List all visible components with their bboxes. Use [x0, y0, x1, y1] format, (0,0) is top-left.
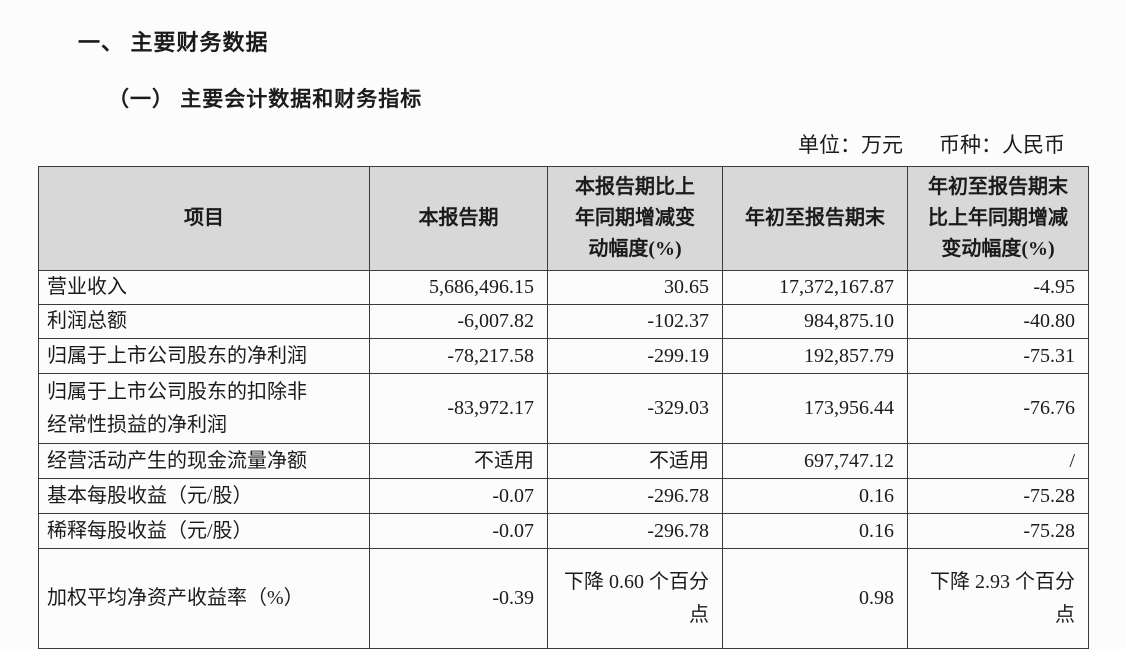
- year-to-date-cell: 173,956.44: [722, 373, 908, 444]
- current-period-cell: -0.39: [369, 548, 548, 649]
- header-row: 项目 本报告期 本报告期比上年同期增减变动幅度(%) 年初至报告期末 年初至报告…: [38, 166, 1089, 271]
- table-row-operating-cash-flow: 经营活动产生的现金流量净额 不适用 不适用 697,747.12 /: [38, 443, 1089, 479]
- current-period-cell: -83,972.17: [369, 373, 548, 444]
- year-to-date-cell: 0.98: [722, 548, 908, 649]
- currency-note: 币种：人民币: [939, 133, 1065, 157]
- current-period-cell: -78,217.58: [369, 338, 548, 374]
- table-row-total-profit: 利润总额 -6,007.82 -102.37 984,875.10 -40.80: [38, 304, 1089, 339]
- header-year-to-date-change: 年初至报告期末比上年同期增减变动幅度(%): [907, 166, 1089, 271]
- current-period-cell: 5,686,496.15: [369, 270, 548, 305]
- unit-note: 单位：万元: [798, 133, 903, 157]
- current-period-cell: -0.07: [369, 513, 548, 549]
- unit-currency-line: 单位：万元 币种：人民币: [0, 133, 1065, 157]
- year-to-date-cell: 192,857.79: [722, 338, 908, 374]
- current-period-change-cell: 30.65: [547, 270, 723, 305]
- current-period-change-cell: -296.78: [547, 478, 723, 514]
- item-cell: 归属于上市公司股东的扣除非经常性损益的净利润: [38, 373, 370, 444]
- subsection-title: （一） 主要会计数据和财务指标: [108, 87, 423, 111]
- year-to-date-cell: 697,747.12: [722, 443, 908, 479]
- item-cell: 加权平均净资产收益率（%）: [38, 548, 370, 649]
- table-row-net-profit-excl-nonrecurring: 归属于上市公司股东的扣除非经常性损益的净利润 -83,972.17 -329.0…: [38, 373, 1089, 444]
- year-to-date-change-cell: 下降 2.93 个百分点: [907, 548, 1089, 649]
- current-period-change-cell: -299.19: [547, 338, 723, 374]
- current-period-change-cell: -329.03: [547, 373, 723, 444]
- current-period-change-cell: 下降 0.60 个百分点: [547, 548, 723, 649]
- year-to-date-change-cell: -4.95: [907, 270, 1089, 305]
- year-to-date-change-cell: /: [907, 443, 1089, 479]
- financial-indicators-table: 项目 本报告期 本报告期比上年同期增减变动幅度(%) 年初至报告期末 年初至报告…: [38, 166, 1089, 649]
- year-to-date-cell: 984,875.10: [722, 304, 908, 339]
- year-to-date-cell: 0.16: [722, 513, 908, 549]
- current-period-change-cell: -296.78: [547, 513, 723, 549]
- header-year-to-date: 年初至报告期末: [722, 166, 908, 271]
- table-row-weighted-avg-roe: 加权平均净资产收益率（%） -0.39 下降 0.60 个百分点 0.98 下降…: [38, 548, 1089, 649]
- table-row-operating-revenue: 营业收入 5,686,496.15 30.65 17,372,167.87 -4…: [38, 270, 1089, 305]
- year-to-date-change-cell: -40.80: [907, 304, 1089, 339]
- current-period-cell: -0.07: [369, 478, 548, 514]
- year-to-date-cell: 17,372,167.87: [722, 270, 908, 305]
- item-cell: 归属于上市公司股东的净利润: [38, 338, 370, 374]
- current-period-change-cell: 不适用: [547, 443, 723, 479]
- item-cell: 基本每股收益（元/股）: [38, 478, 370, 514]
- year-to-date-change-cell: -76.76: [907, 373, 1089, 444]
- item-cell: 营业收入: [38, 270, 370, 305]
- item-cell: 稀释每股收益（元/股）: [38, 513, 370, 549]
- header-current-period-change: 本报告期比上年同期增减变动幅度(%): [547, 166, 723, 271]
- table-row-net-profit-attributable: 归属于上市公司股东的净利润 -78,217.58 -299.19 192,857…: [38, 338, 1089, 374]
- year-to-date-change-cell: -75.28: [907, 513, 1089, 549]
- current-period-cell: -6,007.82: [369, 304, 548, 339]
- table-row-diluted-eps: 稀释每股收益（元/股） -0.07 -296.78 0.16 -75.28: [38, 513, 1089, 549]
- current-period-change-cell: -102.37: [547, 304, 723, 339]
- year-to-date-change-cell: -75.31: [907, 338, 1089, 374]
- year-to-date-change-cell: -75.28: [907, 478, 1089, 514]
- item-cell: 利润总额: [38, 304, 370, 339]
- year-to-date-cell: 0.16: [722, 478, 908, 514]
- report-page: 一、 主要财务数据 （一） 主要会计数据和财务指标 单位：万元 币种：人民币 项目…: [0, 30, 1125, 649]
- section-title: 一、 主要财务数据: [78, 30, 269, 55]
- current-period-cell: 不适用: [369, 443, 548, 479]
- item-cell: 经营活动产生的现金流量净额: [38, 443, 370, 479]
- header-item: 项目: [38, 166, 370, 271]
- table-row-basic-eps: 基本每股收益（元/股） -0.07 -296.78 0.16 -75.28: [38, 478, 1089, 514]
- header-current-period: 本报告期: [369, 166, 548, 271]
